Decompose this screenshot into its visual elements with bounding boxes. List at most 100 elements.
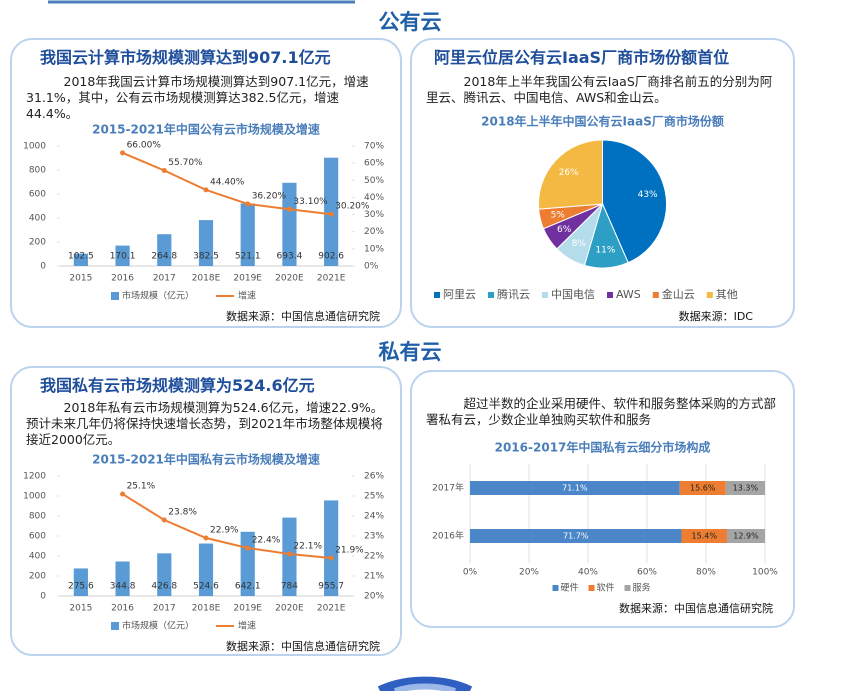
x-tick-label: 80% [696,568,716,578]
line [122,493,332,559]
legend-label: 其他 [716,288,738,301]
bar [198,220,214,266]
bar-label: 955.7 [318,582,344,592]
legend-swatch [434,292,440,298]
y-tick-label: 400 [29,214,46,224]
x-tick-label: 2016 [111,274,134,284]
slice-label: 26% [559,168,579,178]
x-tick-label: 2019E [233,274,262,284]
panel-title: 阿里云位居公有云IaaS厂商市场份额首位 [434,48,730,67]
y2-tick-label: 21% [364,572,384,582]
segment-label: 15.6% [690,484,716,493]
bar [115,245,130,266]
slice-label: 5% [551,210,566,220]
source: 数据来源：中国信息通信研究院 [619,602,773,615]
bottom-arc [377,676,473,691]
legend-label: 软件 [597,582,615,594]
legend-label: AWS [616,288,641,301]
legend-label: 服务 [633,582,651,594]
legend-label: 增速 [238,620,256,632]
y2-tick-label: 70% [364,142,384,152]
legend-label: 市场规模（亿元） [122,620,194,632]
source: 数据来源：IDC [678,310,753,323]
legend-swatch [607,292,613,298]
point [203,535,209,541]
chart-title: 2015-2021年中国公有云市场规模及增速 [92,122,320,137]
bar [73,568,88,596]
panel: 超过半数的企业采用硬件、软件和服务整体采购的方式部署私有云，少数企业单独购买软件… [410,370,795,628]
y2-tick-label: 40% [364,193,384,203]
panel: 我国私有云市场规模测算为524.6亿元 2018年私有云市场规模测算为524.6… [10,366,402,656]
point-label: 25.1% [127,482,156,492]
panel: 阿里云位居公有云IaaS厂商市场份额首位 2018年上半年我国公有云IaaS厂商… [410,38,795,328]
x-tick-label: 60% [637,568,657,578]
y2-tick-label: 60% [364,159,384,169]
panel-title: 我国私有云市场规模测算为524.6亿元 [40,376,315,395]
x-tick-label: 100% [752,568,778,578]
y2-tick-label: 25% [364,492,384,502]
point [328,555,334,561]
legend-label: 市场规模（亿元） [122,290,194,302]
x-tick-label: 2018E [192,274,221,284]
y-tick-label: 2017年 [432,482,464,494]
y-tick-label: 600 [29,190,46,200]
point-label: 22.9% [210,526,239,536]
x-tick-label: 2020E [275,274,304,284]
x-tick-label: 2015 [69,604,92,614]
bar-label: 102.5 [68,252,94,262]
y-tick-label: 2016年 [432,530,464,542]
x-tick-label: 2021E [317,604,346,614]
point [328,211,334,217]
segment-label: 71.7% [563,532,589,541]
point [161,517,167,523]
panel-text: 超过半数的企业采用硬件、软件和服务整体采购的方式部署私有云，少数企业单独购买软件… [426,396,777,427]
x-tick-label: 0% [463,568,478,578]
bar-segment [726,529,765,543]
x-tick-label: 2017 [153,274,176,284]
pie-slice [602,139,667,264]
bar [324,500,339,596]
segment-label: 12.9% [733,532,759,541]
y-tick-label: 1000 [23,492,46,502]
source: 数据来源：中国信息通信研究院 [226,640,380,653]
segment-label: 13.3% [733,484,759,493]
chart-title: 2016-2017年中国私有云细分市场构成 [495,440,711,455]
bar [240,203,255,266]
bar-label: 521.1 [235,252,261,262]
y2-tick-label: 20% [364,592,384,602]
bar [282,517,297,596]
y-tick-label: 0 [40,592,46,602]
point [245,201,251,207]
point-label: 22.4% [252,536,281,546]
legend-swatch [552,585,559,591]
chart-title: 2018年上半年中国公有云IaaS厂商市场份额 [481,114,724,129]
x-tick-label: 2017 [153,604,176,614]
source: 数据来源：中国信息通信研究院 [226,310,380,323]
bar [198,543,214,596]
chart: 2016-2017年中国私有云细分市场构成 0% 20% 40% 60% 80% 100% 2… [432,440,778,594]
section-heading: 公有云 [378,10,442,34]
point-label: 22.1% [293,542,322,552]
y2-tick-label: 20% [364,227,384,237]
y2-tick-label: 50% [364,176,384,186]
y-tick-label: 1000 [23,142,46,152]
legend-swatch [488,292,494,298]
point-label: 36.20% [252,191,287,201]
slice-label: 8% [572,239,587,249]
bar-label: 784 [281,582,298,592]
bar-label: 382.5 [193,252,219,262]
legend-label: 腾讯云 [497,287,530,301]
bar [73,253,88,266]
chart-title: 2015-2021年中国私有云市场规模及增速 [92,452,320,467]
point-label: 21.9% [335,546,364,556]
bar-label: 693.4 [277,252,303,262]
y-tick-label: 200 [29,238,46,248]
bar-label: 344.8 [110,582,136,592]
x-tick-label: 20% [519,568,539,578]
bar-label: 524.6 [193,582,219,592]
bar [282,182,297,266]
bar-segment [725,481,765,495]
legend-label: 增速 [238,290,256,302]
bar-segment [470,481,680,495]
